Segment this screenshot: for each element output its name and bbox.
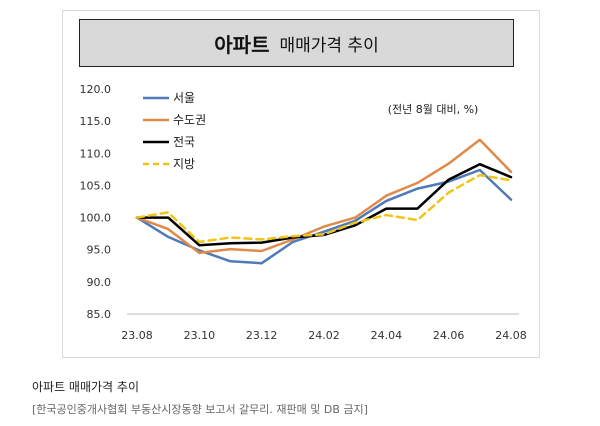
line-chart: 85.0 90.0 95.0 100.0 105.0 110.0 115.0 120.0 23.… xyxy=(80,83,527,342)
x-tick-label: 24.04 xyxy=(371,329,403,342)
y-tick-label: 100.0 xyxy=(80,212,112,225)
x-tick-label: 23.08 xyxy=(121,329,153,342)
y-tick-label: 110.0 xyxy=(80,147,112,160)
chart-title-box: 아파트 매매가격 추이 xyxy=(79,19,514,67)
chart-caption: 아파트 매매가격 추이 xyxy=(32,380,139,394)
legend-label: 전국 xyxy=(173,135,195,149)
y-tick-label: 120.0 xyxy=(80,83,112,96)
legend-label: 수도권 xyxy=(173,113,206,127)
y-tick-label: 115.0 xyxy=(80,115,112,128)
y-tick-label: 85.0 xyxy=(87,308,112,321)
unit-note: (전년 8월 대비, %) xyxy=(388,103,479,116)
series-line-1 xyxy=(135,138,513,255)
x-tick-label: 24.06 xyxy=(433,329,465,342)
legend-label: 지방 xyxy=(173,157,195,171)
chart-title-rest: 매매가격 추이 xyxy=(279,35,379,56)
x-tick-label: 24.08 xyxy=(495,329,527,342)
legend-label: 서울 xyxy=(173,91,195,105)
chart-container: 아파트 매매가격 추이 85.0 90.0 95.0 100.0 105.0 110.0 1… xyxy=(62,10,540,358)
y-tick-label: 95.0 xyxy=(87,244,112,257)
series-line-3 xyxy=(135,173,513,244)
x-tick-label: 24.02 xyxy=(308,329,340,342)
x-tick-label: 23.10 xyxy=(184,329,216,342)
series-line-0 xyxy=(135,168,513,265)
y-tick-label: 105.0 xyxy=(80,179,112,192)
series-line-2 xyxy=(135,162,513,247)
source-credit: [한국공인중개사협회 부동산시장동향 보고서 갈무리. 재판매 및 DB 금지] xyxy=(32,403,368,416)
y-tick-label: 90.0 xyxy=(87,276,112,289)
x-tick-label: 23.12 xyxy=(246,329,278,342)
chart-title-main: 아파트 xyxy=(214,32,270,57)
